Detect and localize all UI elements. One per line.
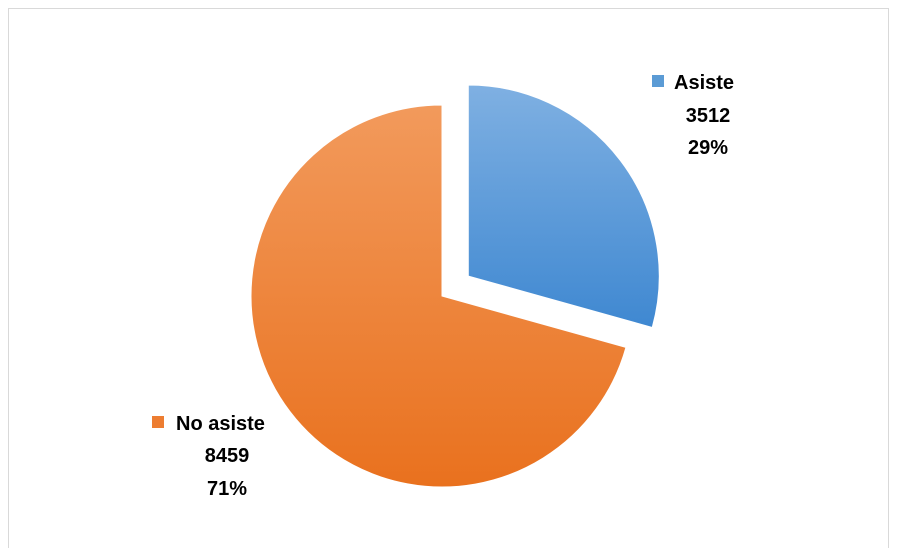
data-label-no-asiste: No asiste 8459 71% [152,413,265,500]
label-name-asiste: Asiste [674,72,734,94]
legend-key-asiste [652,75,664,87]
label-percent-asiste: 29% [688,137,728,159]
pie-slice-asiste [467,84,660,329]
data-label-asiste: Asiste 3512 29% [652,72,734,159]
pie-slice-no-asiste [250,104,627,488]
label-value-asiste: 3512 [686,105,731,127]
label-percent-no-asiste: 71% [207,478,247,500]
legend-key-no-asiste [152,416,164,428]
label-value-no-asiste: 8459 [205,445,250,467]
label-name-no-asiste: No asiste [176,413,265,435]
